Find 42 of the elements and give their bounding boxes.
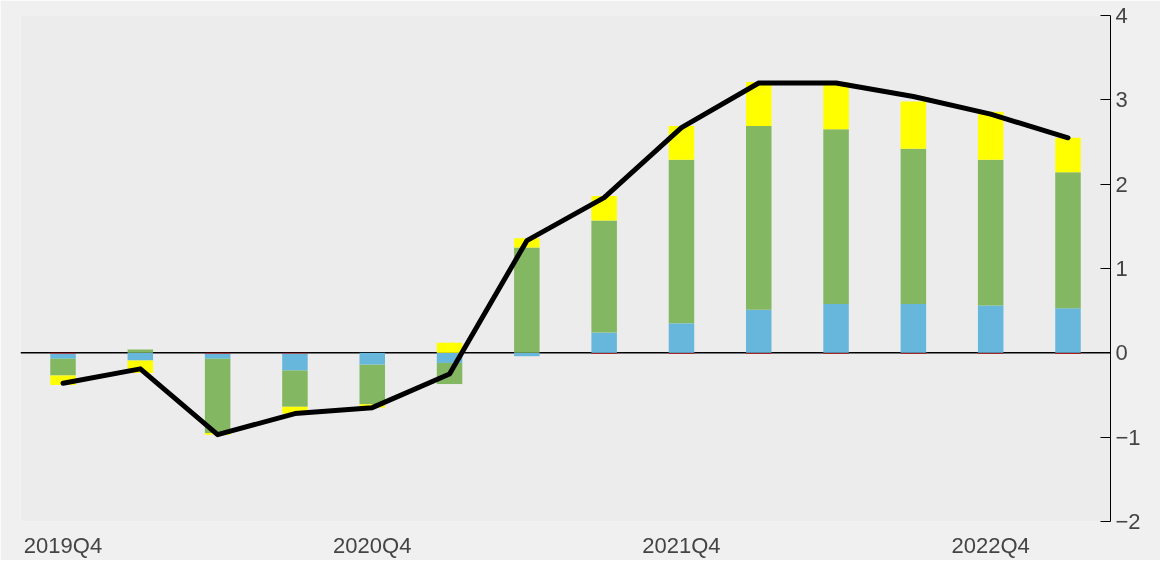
bar [668, 323, 695, 353]
bar [823, 82, 849, 130]
y-tick-label: −1 [1115, 424, 1141, 450]
bar [282, 353, 308, 371]
y-tick-label: −2 [1115, 509, 1141, 534]
x-tick-label: 2019Q4 [23, 532, 103, 558]
bar [1055, 137, 1081, 173]
y-tick-label: 2 [1115, 171, 1128, 197]
bar [977, 159, 1004, 306]
bar [746, 82, 772, 126]
bar [591, 220, 617, 333]
bar [746, 125, 772, 310]
x-tick-label: 2021Q4 [642, 532, 721, 558]
bar [282, 370, 308, 407]
bar [127, 349, 154, 353]
bar [514, 247, 540, 353]
bar [359, 352, 385, 365]
bar [50, 353, 76, 359]
y-tick-label: 1 [1115, 256, 1128, 281]
bar [668, 159, 695, 324]
bar [127, 352, 154, 361]
bar [900, 148, 927, 304]
bar [204, 353, 231, 359]
bar [436, 342, 463, 353]
y-tick-label: 4 [1115, 3, 1128, 28]
y-tick-label: 0 [1115, 340, 1128, 366]
bar [514, 352, 540, 357]
x-tick-label: 2022Q4 [951, 532, 1030, 558]
bar [900, 303, 927, 353]
bar [1055, 308, 1081, 353]
bar [900, 101, 927, 149]
bar [823, 303, 849, 353]
bar [746, 309, 772, 353]
bar [50, 358, 76, 376]
x-tick-label: 2020Q4 [333, 532, 412, 558]
bar [977, 305, 1004, 353]
bar [204, 358, 231, 433]
bar [591, 332, 617, 353]
bar [1055, 172, 1081, 309]
y-tick-label: 3 [1115, 87, 1128, 113]
bar [823, 129, 849, 304]
bar [359, 364, 385, 405]
